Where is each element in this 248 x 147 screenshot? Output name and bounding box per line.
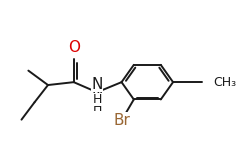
Text: O: O <box>68 40 80 55</box>
Text: N: N <box>91 77 103 92</box>
Text: H: H <box>92 93 102 106</box>
Text: H: H <box>92 101 102 114</box>
Text: Br: Br <box>113 113 130 128</box>
Text: N: N <box>91 85 103 100</box>
Text: CH₃: CH₃ <box>214 76 237 89</box>
